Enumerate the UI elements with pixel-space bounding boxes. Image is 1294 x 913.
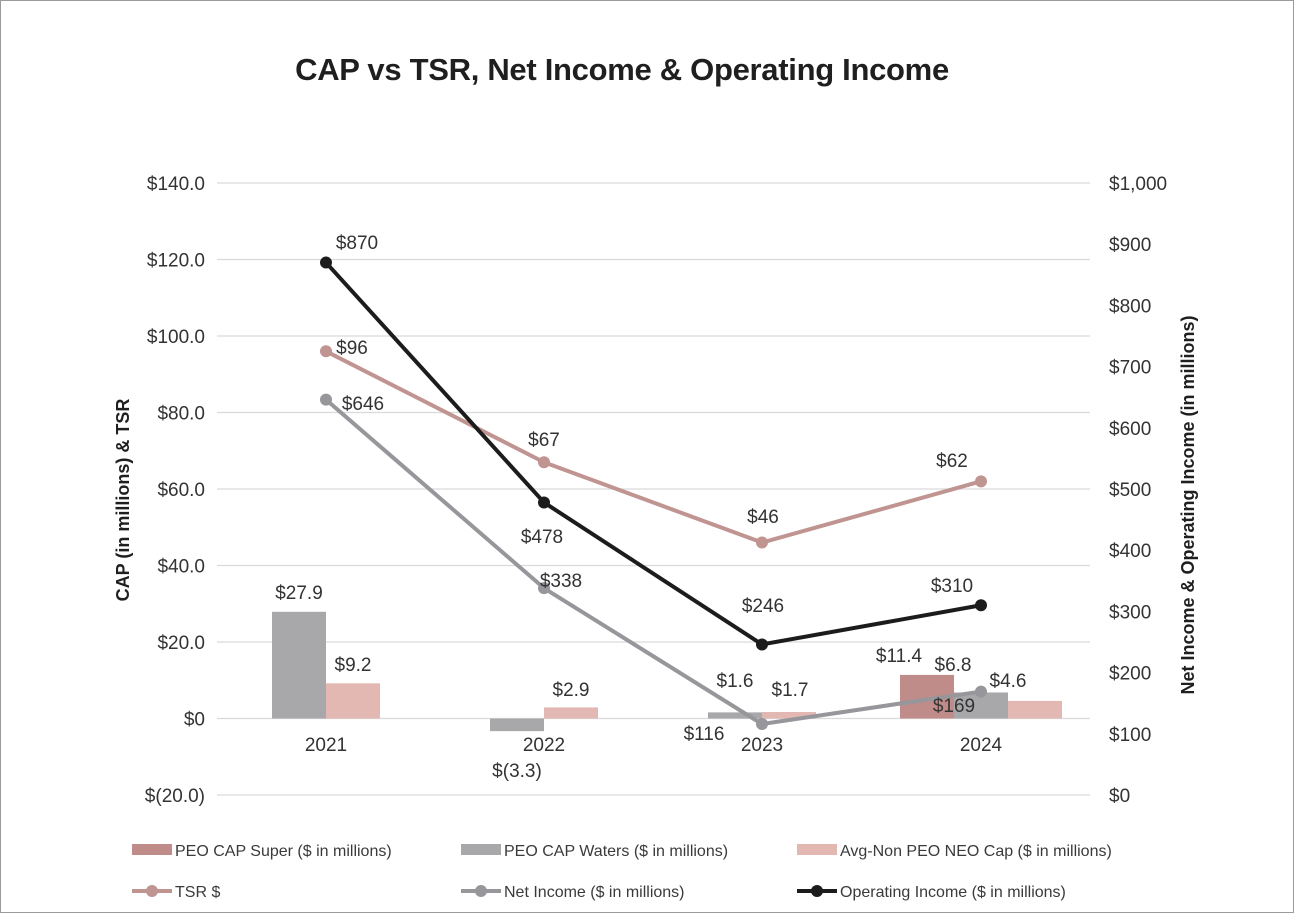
tsr-data-label: $96 [336, 338, 368, 359]
legend-marker [475, 885, 487, 897]
legend-marker [146, 885, 158, 897]
right-axis-tick-label: $100 [1109, 725, 1151, 746]
legend-label: Avg-Non PEO NEO Cap ($ in millions) [840, 843, 1112, 860]
tsr-point-2021 [320, 345, 332, 358]
left-axis-tick-label: $20.0 [157, 633, 205, 654]
legend-label: Operating Income ($ in millions) [840, 884, 1066, 901]
left-axis-tick-label: $140.0 [147, 174, 205, 195]
bar-peo-2023 [708, 712, 762, 719]
right-axis-tick-label: $400 [1109, 541, 1151, 562]
right-axis-title: Net Income & Operating Income (in millio… [1178, 315, 1198, 694]
operating-income-point-2022 [538, 496, 550, 509]
bar-data-label: $9.2 [335, 655, 372, 676]
net-income-point-2023 [756, 718, 768, 731]
bar-avg-non-2022 [544, 707, 598, 719]
tsr-line [324, 349, 983, 545]
bar-data-label: $4.6 [990, 671, 1027, 692]
bar-peo-2021 [272, 611, 326, 719]
left-axis-tick-label: $120.0 [147, 251, 205, 272]
tsr-point-2024 [975, 475, 987, 488]
x-axis-tick-label: 2024 [960, 735, 1003, 756]
tsr-data-label: $67 [528, 430, 560, 451]
right-axis-tick-label: $700 [1109, 358, 1151, 379]
left-axis-tick-label: $40.0 [157, 557, 205, 578]
legend-swatch [797, 844, 837, 855]
net-income-point-2021 [320, 393, 332, 406]
operating-income-data-label: $246 [742, 596, 784, 617]
legend-label: PEO CAP Waters ($ in millions) [504, 843, 728, 860]
right-axis-tick-label: $800 [1109, 296, 1151, 317]
bar-avg-non-2024 [1008, 700, 1062, 719]
operating-income-point-2024 [975, 599, 987, 612]
legend-label: TSR $ [175, 884, 220, 901]
legend-swatch [461, 844, 501, 855]
net-income-line [324, 397, 983, 727]
left-axis-tick-label: $(20.0) [145, 786, 205, 807]
operating-income-data-label: $870 [336, 233, 378, 254]
operating-income-data-label: $478 [521, 527, 563, 548]
right-axis-tick-label: $300 [1109, 602, 1151, 623]
left-axis-tick-label: $0 [184, 710, 205, 731]
net-income-data-label: $116 [684, 724, 725, 745]
legend-label: Net Income ($ in millions) [504, 884, 685, 901]
net-income-data-label: $169 [933, 696, 975, 717]
tsr-data-label: $62 [936, 451, 968, 472]
chart-title: CAP vs TSR, Net Income & Operating Incom… [295, 52, 949, 87]
x-axis-tick-label: 2023 [741, 735, 783, 756]
left-axis-title: CAP (in millions) & TSR [113, 399, 133, 602]
operating-income-point-2021 [320, 256, 332, 269]
bar-data-label: $11.4 [876, 646, 923, 667]
tsr-data-label: $46 [747, 507, 779, 528]
legend-marker [811, 885, 823, 897]
operating-income-point-2023 [756, 638, 768, 651]
bar-data-label: $2.9 [553, 680, 590, 701]
operating-income-line [324, 260, 983, 647]
net-income-point-2022 [538, 582, 550, 595]
right-axis-tick-label: $900 [1109, 235, 1151, 256]
right-axis-tick-label: $600 [1109, 419, 1151, 440]
bar-data-label: $27.9 [275, 583, 323, 604]
left-axis-tick-label: $60.0 [157, 480, 205, 501]
net-income-point-2024 [975, 685, 987, 698]
net-income-data-label: $646 [342, 394, 384, 415]
right-axis-tick-label: $0 [1109, 786, 1130, 807]
left-axis-tick-label: $80.0 [157, 404, 205, 425]
bar-peo-2022 [490, 718, 544, 732]
net-income-data-label: $338 [540, 571, 582, 592]
legend-label: PEO CAP Super ($ in millions) [175, 843, 392, 860]
bar-avg-non-2023 [762, 711, 816, 719]
right-axis-tick-label: $1,000 [1109, 174, 1167, 195]
right-axis-tick-label: $200 [1109, 664, 1151, 685]
right-axis-tick-label: $500 [1109, 480, 1151, 501]
bar-data-label: $(3.3) [492, 761, 542, 782]
x-axis-tick-label: 2021 [305, 735, 347, 756]
legend-swatch [132, 844, 172, 855]
operating-income-data-label: $310 [931, 576, 973, 597]
left-axis-tick-label: $100.0 [147, 327, 205, 348]
tsr-point-2023 [756, 536, 768, 549]
bar-data-label: $1.6 [717, 671, 754, 692]
x-axis-tick-label: 2022 [523, 735, 565, 756]
bar-data-label: $6.8 [935, 655, 972, 676]
tsr-point-2022 [538, 456, 550, 469]
bar-avg-non-2021 [326, 683, 380, 719]
bar-data-label: $1.7 [772, 680, 809, 701]
